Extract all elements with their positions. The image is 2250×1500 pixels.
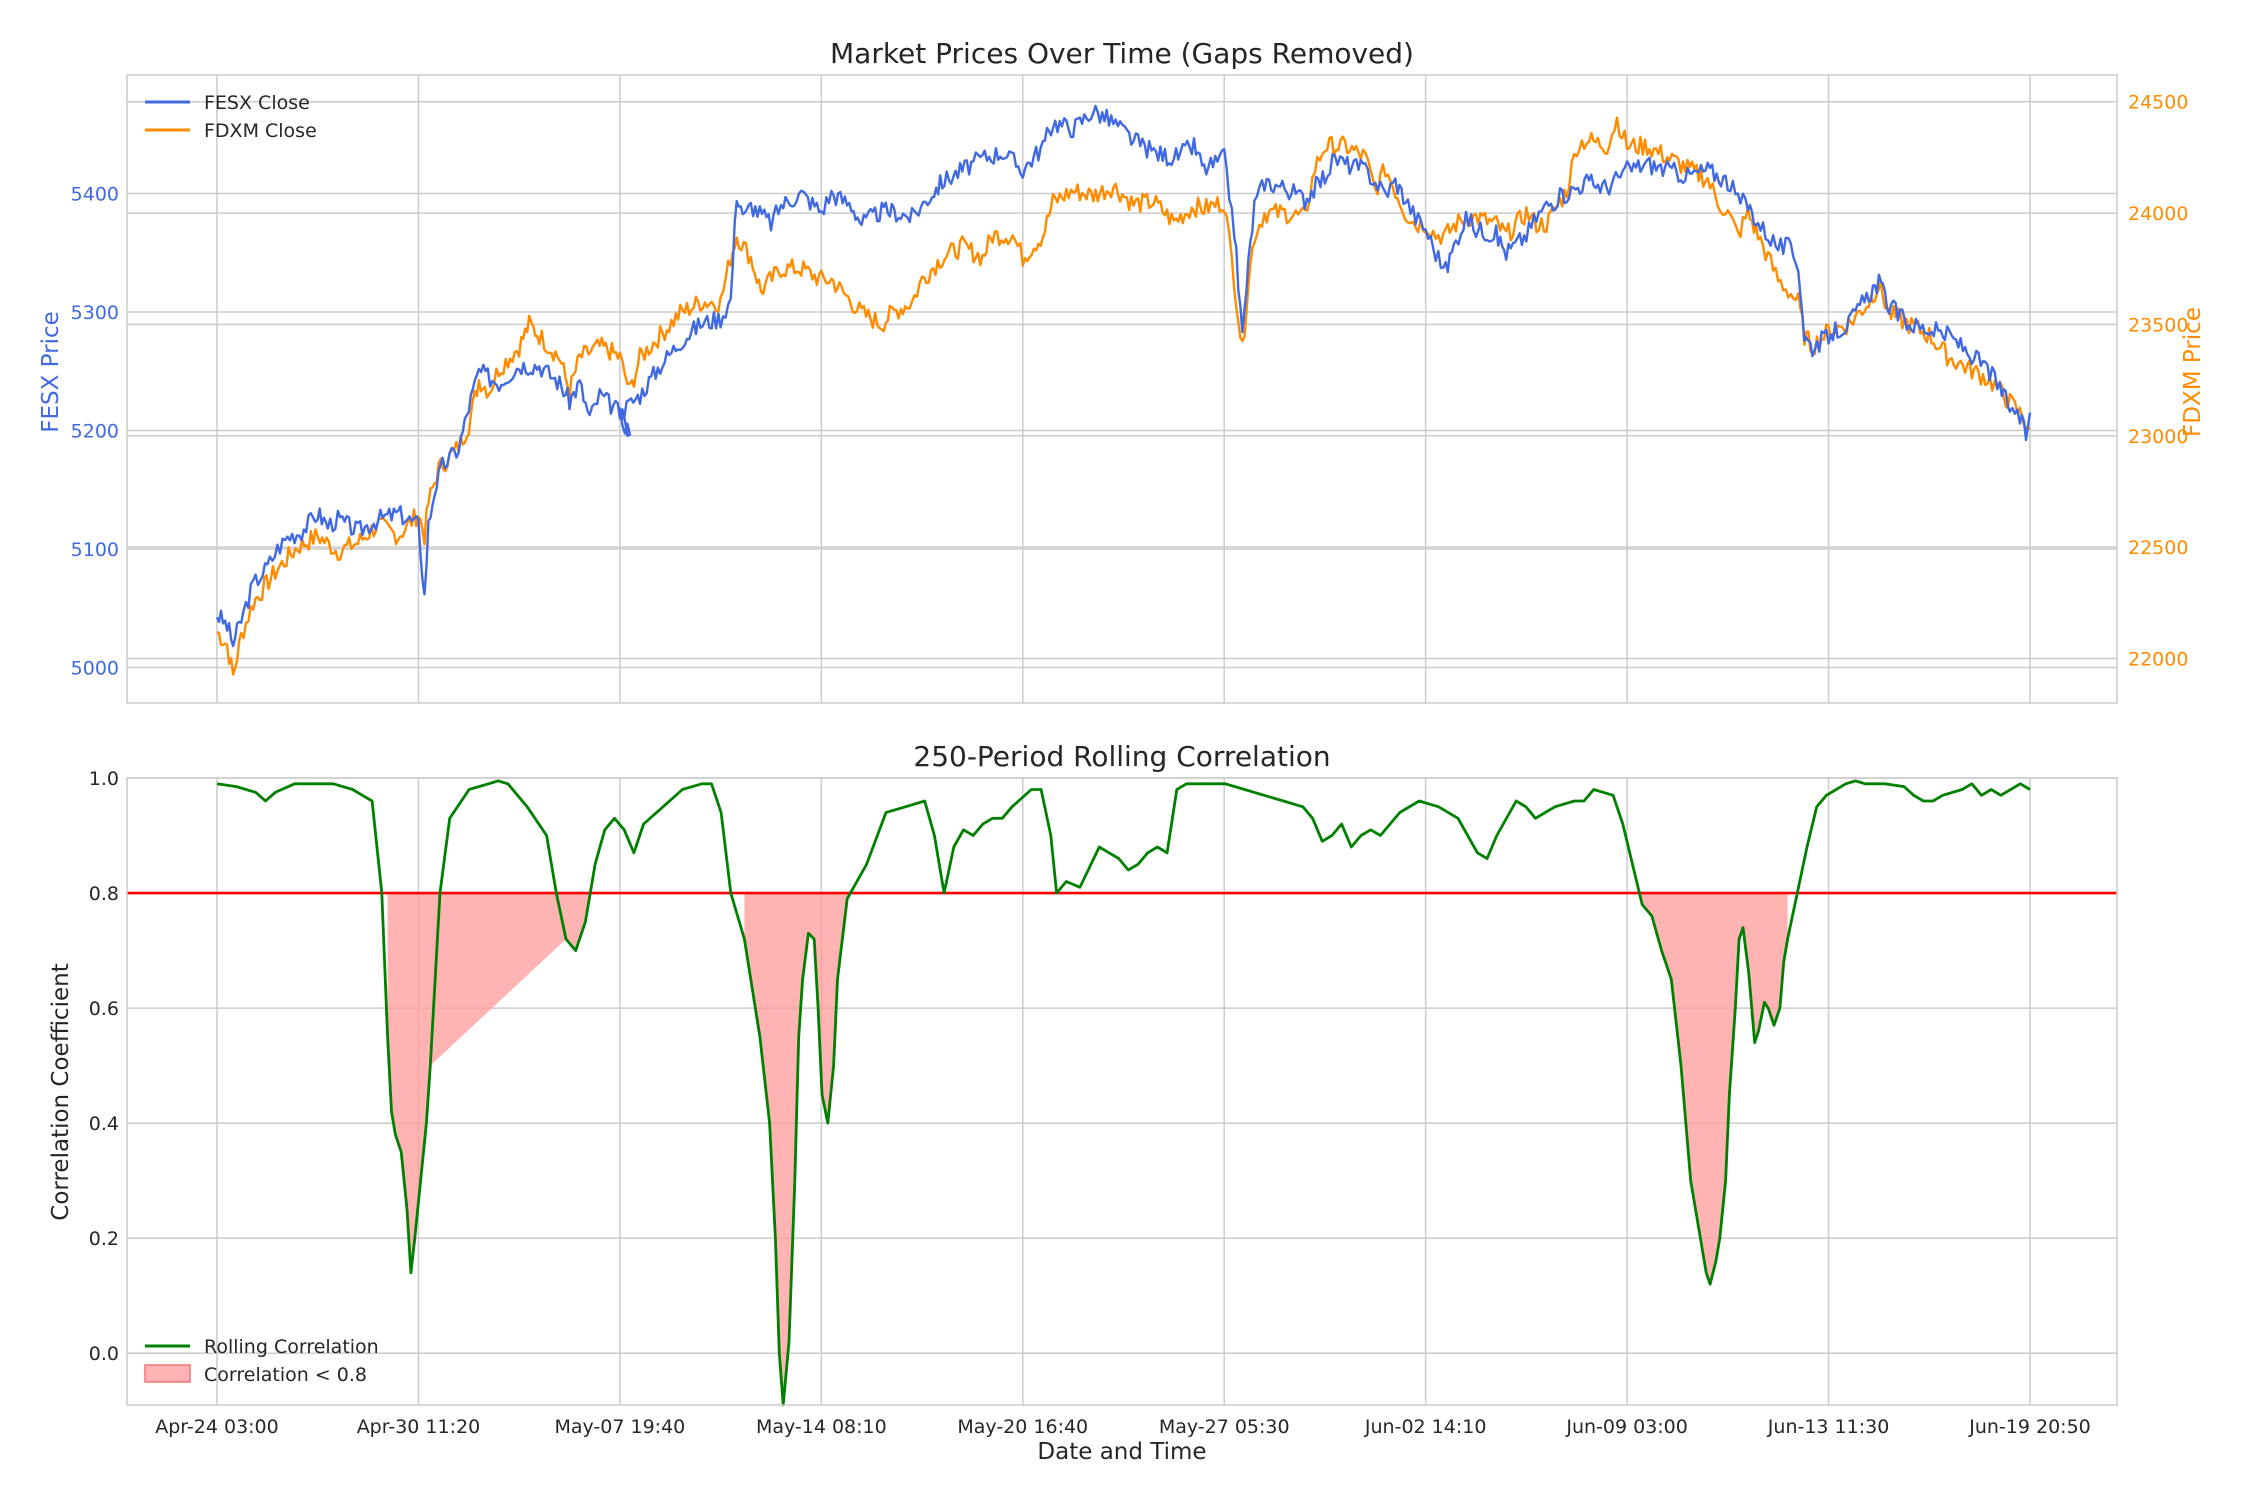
fesx-tick-label: 5300 [71, 302, 119, 324]
date-tick-label: Jun-19 20:50 [1968, 1416, 2091, 1438]
fdxm-tick-label: 22000 [2128, 648, 2188, 670]
correlation-chart-frame [126, 777, 2118, 1406]
legend-label-correlation: Rolling Correlation [204, 1336, 379, 1358]
fdxm-tick-label: 23500 [2128, 314, 2188, 336]
price-chart-series [215, 104, 2032, 676]
date-tick-label: May-20 16:40 [957, 1416, 1088, 1438]
price-chart-legend: FESX Close FDXM Close [145, 92, 317, 142]
correlation-tick-label: 1.0 [89, 768, 119, 790]
correlation-tick-label: 0.8 [89, 883, 119, 905]
date-tick-label: Jun-09 03:00 [1565, 1416, 1688, 1438]
price-chart-frame [126, 74, 2118, 704]
price-chart-grid [127, 75, 2117, 703]
correlation-tick-label: 0.0 [89, 1343, 119, 1365]
legend-label-fesx: FESX Close [204, 92, 310, 114]
fdxm-close-line [216, 116, 2031, 676]
price-chart-panel: Market Prices Over Time (Gaps Removed) 5… [38, 37, 2206, 704]
date-tick-label: Apr-24 03:00 [155, 1416, 278, 1438]
date-tick-label: Apr-30 11:20 [357, 1416, 480, 1438]
fesx-axis-label: FESX Price [38, 311, 64, 433]
fdxm-axis-label: FDXM Price [2180, 307, 2206, 437]
fesx-tick-label: 5400 [71, 183, 119, 205]
correlation-y-ticks: 0.0 0.2 0.4 0.6 0.8 1.0 [89, 768, 119, 1365]
date-tick-label: Jun-02 14:10 [1364, 1416, 1487, 1438]
fdxm-tick-label: 23000 [2128, 426, 2188, 448]
date-tick-label: May-14 08:10 [756, 1416, 887, 1438]
legend-label-fdxm: FDXM Close [204, 120, 317, 142]
price-chart-title: Market Prices Over Time (Gaps Removed) [830, 37, 1414, 70]
correlation-chart-series [127, 779, 2117, 1407]
fesx-tick-label: 5200 [71, 420, 119, 442]
date-x-ticks: Apr-24 03:00 Apr-30 11:20 May-07 19:40 May-… [155, 1416, 2091, 1438]
fdxm-tick-label: 24000 [2128, 203, 2188, 225]
legend-label-low-correlation: Correlation < 0.8 [204, 1364, 367, 1386]
legend-swatch-low-correlation [144, 1364, 191, 1383]
rolling-correlation-line [216, 779, 2031, 1407]
fdxm-tick-label: 22500 [2128, 537, 2188, 559]
correlation-axis-label: Correlation Coefficient [48, 963, 74, 1220]
date-tick-label: May-07 19:40 [554, 1416, 685, 1438]
correlation-chart-legend: Rolling Correlation Correlation < 0.8 [144, 1336, 379, 1386]
correlation-tick-label: 0.6 [89, 998, 119, 1020]
fesx-tick-label: 5000 [71, 657, 119, 679]
correlation-tick-label: 0.4 [89, 1113, 119, 1135]
correlation-chart-title: 250-Period Rolling Correlation [913, 740, 1330, 773]
date-tick-label: Jun-13 11:30 [1767, 1416, 1890, 1438]
fesx-y-ticks: 5000 5100 5200 5300 5400 [71, 183, 119, 679]
fdxm-tick-label: 24500 [2128, 92, 2188, 114]
correlation-chart-panel: 250-Period Rolling Correlation 0.0 0.2 0.4… [48, 740, 2118, 1465]
date-axis-label: Date and Time [1037, 1439, 1206, 1465]
correlation-tick-label: 0.2 [89, 1228, 119, 1250]
fesx-tick-label: 5100 [71, 539, 119, 561]
fdxm-y-ticks: 22000 22500 23000 23500 24000 24500 [2128, 92, 2188, 671]
fesx-close-line [215, 104, 2032, 648]
low-correlation-fill [387, 893, 1788, 1405]
date-tick-label: May-27 05:30 [1159, 1416, 1290, 1438]
